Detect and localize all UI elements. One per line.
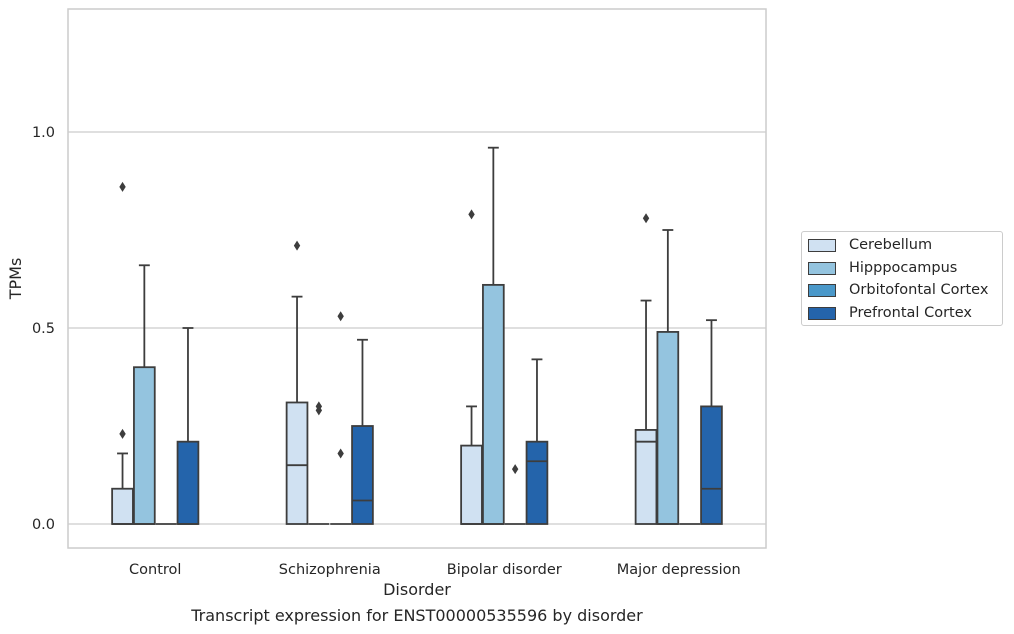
legend-item-orbitofrontal: Orbitofontal Cortex (808, 280, 988, 300)
outlier-marker-0-3 (642, 213, 650, 224)
outlier-marker-0-0 (119, 181, 126, 192)
x-tick-label: Major depression (617, 562, 741, 578)
box-3-0 (176, 440, 200, 525)
box-3-1 (351, 425, 374, 525)
y-tick-label: 1.0 (32, 125, 55, 141)
box-1-3 (656, 331, 680, 525)
box-1-0 (133, 366, 156, 525)
outlier-marker-1-1 (315, 401, 323, 412)
figure-caption: Transcript expression for ENST0000053559… (191, 606, 643, 625)
x-tick-label: Bipolar disorder (447, 562, 562, 578)
outlier-marker-2-1 (337, 311, 344, 322)
legend: Cerebellum Hipppocampus Orbitofontal Cor… (801, 231, 1003, 326)
y-tick-label: 0.0 (32, 517, 55, 533)
legend-item-prefrontal: Prefrontal Cortex (808, 303, 972, 323)
box-3-3 (700, 405, 723, 525)
legend-swatch-orbitofrontal (808, 283, 836, 297)
box-0-3 (634, 429, 658, 525)
legend-label-cerebellum: Cerebellum (849, 237, 933, 253)
box-0-1 (285, 401, 309, 525)
box-0-0 (111, 487, 134, 525)
y-axis-label: TPMs (6, 258, 25, 301)
legend-item-cerebellum: Cerebellum (808, 235, 932, 255)
legend-label-hippocampus: Hipppocampus (849, 260, 958, 276)
legend-swatch-hippocampus (808, 261, 836, 275)
y-tick-label: 0.5 (32, 321, 55, 337)
x-axis-label: Disorder (383, 580, 451, 599)
legend-swatch-prefrontal (808, 306, 836, 320)
outlier-marker-2-1 (337, 448, 344, 459)
legend-swatch-cerebellum (808, 238, 836, 252)
x-tick-label: Schizophrenia (279, 562, 381, 578)
outlier-marker-2-2 (511, 464, 519, 475)
legend-item-hippocampus: Hipppocampus (808, 258, 957, 278)
outlier-marker-0-0 (119, 428, 126, 439)
box-1-2 (482, 283, 505, 525)
legend-label-orbitofrontal: Orbitofontal Cortex (849, 282, 989, 298)
outlier-marker-0-2 (468, 209, 475, 220)
x-tick-label: Control (129, 562, 181, 578)
box-3-2 (525, 440, 549, 525)
legend-label-prefrontal: Prefrontal Cortex (849, 305, 972, 321)
plot-area-frame (67, 8, 767, 549)
box-0-2 (460, 444, 483, 525)
outlier-marker-0-1 (293, 240, 301, 251)
